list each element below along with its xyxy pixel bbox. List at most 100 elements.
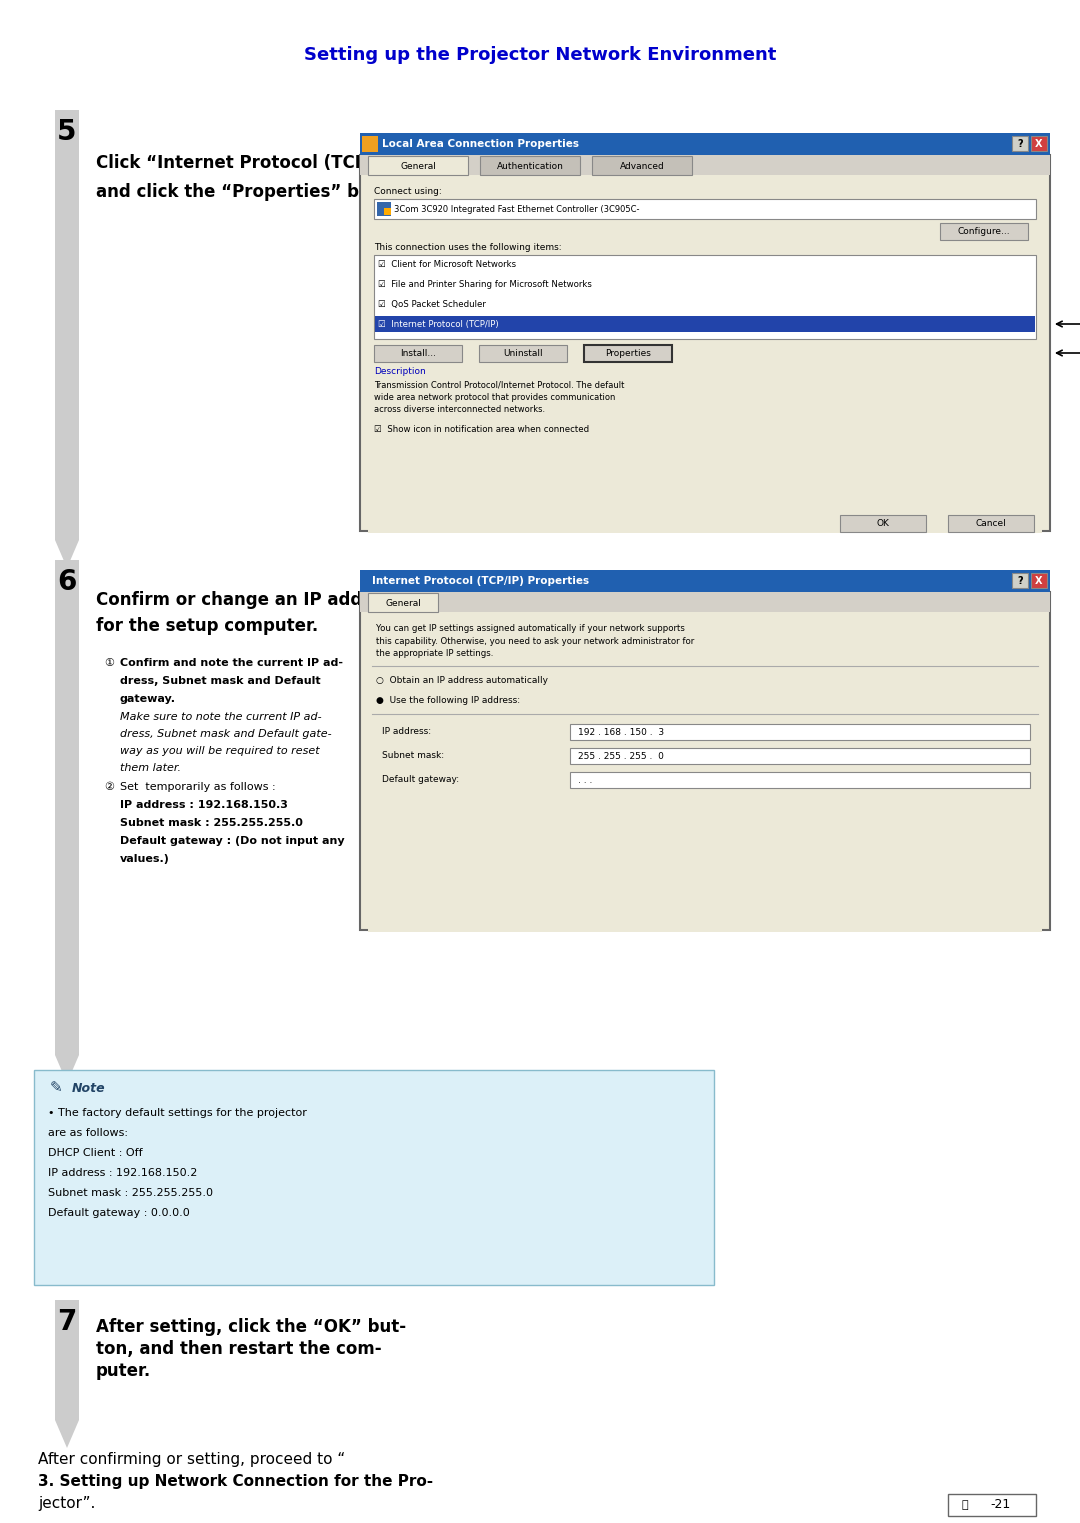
Bar <box>592 155 692 175</box>
Bar <box>360 155 1050 532</box>
Text: Confirm or change an IP address: Confirm or change an IP address <box>96 591 402 609</box>
Text: Configure...: Configure... <box>958 227 1010 236</box>
Text: ?: ? <box>1017 576 1023 586</box>
Bar <box>840 515 926 532</box>
Text: Default gateway:: Default gateway: <box>382 775 459 783</box>
Text: ☑  Show icon in notification area when connected: ☑ Show icon in notification area when co… <box>374 425 589 434</box>
Text: Subnet mask : 255.255.255.0: Subnet mask : 255.255.255.0 <box>120 818 302 829</box>
Text: 3. Setting up Network Connection for the Pro-: 3. Setting up Network Connection for the… <box>38 1474 433 1489</box>
Bar <box>375 315 1035 332</box>
Text: ☑  Internet Protocol (TCP/IP): ☑ Internet Protocol (TCP/IP) <box>378 320 499 329</box>
Text: way as you will be required to reset: way as you will be required to reset <box>120 746 320 755</box>
Text: You can get IP settings assigned automatically if your network supports
this cap: You can get IP settings assigned automat… <box>376 624 694 658</box>
Text: Internet Protocol (TCP/IP) Properties: Internet Protocol (TCP/IP) Properties <box>372 576 589 586</box>
Text: puter.: puter. <box>96 1362 151 1380</box>
Text: for the setup computer.: for the setup computer. <box>96 617 319 635</box>
Text: Set  temporarily as follows :: Set temporarily as follows : <box>120 781 275 792</box>
Text: Advanced: Advanced <box>620 161 664 171</box>
Text: ②: ② <box>104 781 114 792</box>
Bar <box>377 203 391 216</box>
Text: ☑  Client for Microsoft Networks: ☑ Client for Microsoft Networks <box>378 259 516 268</box>
Text: values.): values.) <box>120 854 170 864</box>
Polygon shape <box>55 1419 79 1448</box>
Polygon shape <box>55 1055 79 1083</box>
Bar <box>33 1071 714 1285</box>
Bar <box>55 560 79 1055</box>
Text: 6: 6 <box>57 568 77 595</box>
Text: Confirm and note the current IP ad-: Confirm and note the current IP ad- <box>120 658 343 669</box>
Text: IP address : 192.168.150.3: IP address : 192.168.150.3 <box>120 800 288 810</box>
Bar <box>360 570 1050 592</box>
Text: -21: -21 <box>990 1499 1010 1511</box>
Bar <box>55 1301 79 1419</box>
Bar <box>374 254 1036 340</box>
Bar <box>948 1494 1036 1515</box>
Bar <box>360 592 1050 612</box>
Text: jector”.: jector”. <box>38 1496 95 1511</box>
Bar <box>360 133 1050 155</box>
Polygon shape <box>55 541 79 568</box>
Bar <box>1031 136 1047 151</box>
Text: This connection uses the following items:: This connection uses the following items… <box>374 242 562 251</box>
Text: Transmission Control Protocol/Internet Protocol. The default
wide area network p: Transmission Control Protocol/Internet P… <box>374 381 624 414</box>
Text: 3Com 3C920 Integrated Fast Ethernet Controller (3C905C-: 3Com 3C920 Integrated Fast Ethernet Cont… <box>394 204 639 213</box>
Text: Subnet mask : 255.255.255.0: Subnet mask : 255.255.255.0 <box>48 1188 213 1199</box>
Text: X: X <box>1036 139 1043 149</box>
Text: and click the “Properties” button.: and click the “Properties” button. <box>96 183 417 201</box>
Text: IP address : 192.168.150.2: IP address : 192.168.150.2 <box>48 1168 198 1177</box>
Text: dress, Subnet mask and Default: dress, Subnet mask and Default <box>120 676 321 685</box>
Text: IP address:: IP address: <box>382 726 431 736</box>
Bar <box>1012 573 1028 588</box>
Text: Default gateway : (Do not input any: Default gateway : (Do not input any <box>120 836 345 845</box>
Text: Uninstall: Uninstall <box>503 349 543 358</box>
Text: Note: Note <box>72 1081 106 1095</box>
Text: • The factory default settings for the projector: • The factory default settings for the p… <box>48 1109 307 1118</box>
Text: dress, Subnet mask and Default gate-: dress, Subnet mask and Default gate- <box>120 730 332 739</box>
Text: After confirming or setting, proceed to “: After confirming or setting, proceed to … <box>38 1451 346 1467</box>
Text: ✎: ✎ <box>50 1080 63 1095</box>
Bar <box>374 200 1036 219</box>
Text: Description: Description <box>374 367 426 376</box>
Text: Default gateway : 0.0.0.0: Default gateway : 0.0.0.0 <box>48 1208 190 1218</box>
Text: ●  Use the following IP address:: ● Use the following IP address: <box>376 696 521 705</box>
Bar <box>570 772 1030 787</box>
Text: 7: 7 <box>57 1308 77 1336</box>
Bar <box>362 136 378 152</box>
Text: Setting up the Projector Network Environment: Setting up the Projector Network Environ… <box>303 46 777 64</box>
Bar <box>584 346 672 362</box>
Bar <box>1012 136 1028 151</box>
Text: General: General <box>386 599 421 608</box>
Text: ①: ① <box>104 658 114 669</box>
Bar <box>570 723 1030 740</box>
Bar <box>368 155 468 175</box>
Text: Ⓖ: Ⓖ <box>961 1500 969 1509</box>
Text: Local Area Connection Properties: Local Area Connection Properties <box>382 139 579 149</box>
Bar <box>1031 573 1047 588</box>
Text: General: General <box>400 161 436 171</box>
Text: Make sure to note the current IP ad-: Make sure to note the current IP ad- <box>120 711 322 722</box>
Text: . . .: . . . <box>578 775 592 784</box>
Text: Properties: Properties <box>605 349 651 358</box>
Bar <box>948 515 1034 532</box>
Bar <box>374 346 462 362</box>
Text: ?: ? <box>1017 139 1023 149</box>
Bar <box>360 155 1050 175</box>
Text: ○  Obtain an IP address automatically: ○ Obtain an IP address automatically <box>376 676 548 685</box>
Text: Authentication: Authentication <box>497 161 564 171</box>
Bar <box>570 748 1030 765</box>
Text: 5: 5 <box>57 117 77 146</box>
Bar <box>480 346 567 362</box>
Bar <box>368 180 1042 533</box>
Text: 255 . 255 . 255 .  0: 255 . 255 . 255 . 0 <box>578 751 664 760</box>
Text: Subnet mask:: Subnet mask: <box>382 751 444 760</box>
Text: ton, and then restart the com-: ton, and then restart the com- <box>96 1340 381 1359</box>
Text: Cancel: Cancel <box>975 518 1007 527</box>
Text: OK: OK <box>877 518 890 527</box>
Text: X: X <box>1036 576 1043 586</box>
Text: ☑  QoS Packet Scheduler: ☑ QoS Packet Scheduler <box>378 300 486 309</box>
Text: Click “Internet Protocol (TCP/IP)”,: Click “Internet Protocol (TCP/IP)”, <box>96 154 416 172</box>
Bar <box>384 209 391 215</box>
Text: Install...: Install... <box>400 349 436 358</box>
Text: are as follows:: are as follows: <box>48 1129 129 1138</box>
Text: gateway.: gateway. <box>120 694 176 704</box>
